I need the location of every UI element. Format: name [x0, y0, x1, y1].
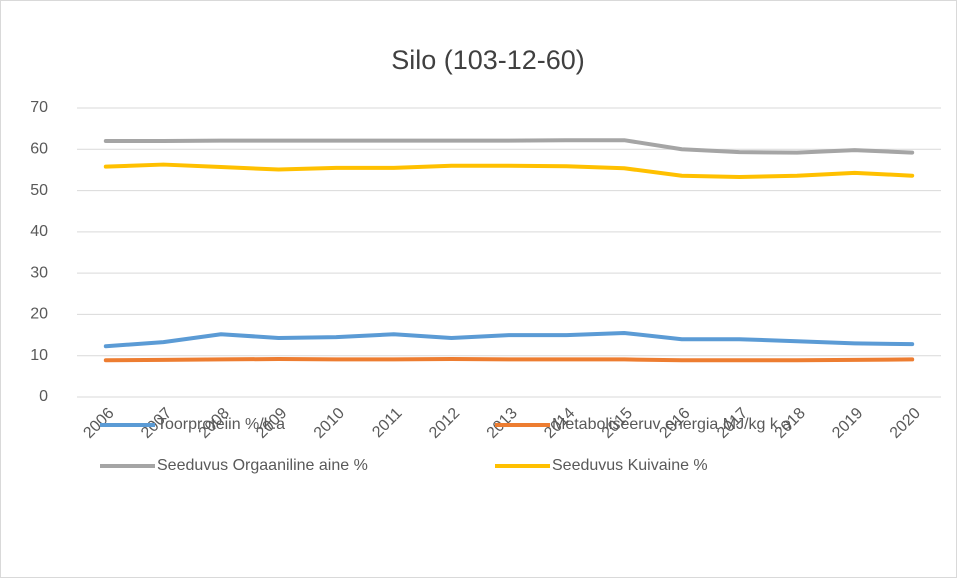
legend-label: Seeduvus Orgaaniline aine %: [157, 457, 368, 474]
legend-label: Seeduvus Kuivaine %: [552, 457, 708, 474]
series-line: [103, 331, 915, 349]
y-tick-label: 70: [30, 99, 48, 116]
legend-label: Toorproteiin %/k.a: [157, 416, 285, 433]
legend-label: Metaboliseeruv energia MJ/kg k.a: [552, 416, 791, 433]
y-tick-label: 20: [30, 306, 48, 323]
y-tick-label: 0: [39, 388, 48, 405]
y-tick-label: 30: [30, 264, 48, 281]
series-line: [103, 138, 915, 155]
y-tick-label: 50: [30, 182, 48, 199]
y-tick-label: 10: [30, 347, 48, 364]
y-tick-label: 40: [30, 223, 48, 240]
series-line: [103, 357, 915, 363]
y-tick-label: 60: [30, 141, 48, 158]
series-line: [103, 162, 915, 179]
chart-title: Silo (103-12-60): [391, 45, 585, 75]
